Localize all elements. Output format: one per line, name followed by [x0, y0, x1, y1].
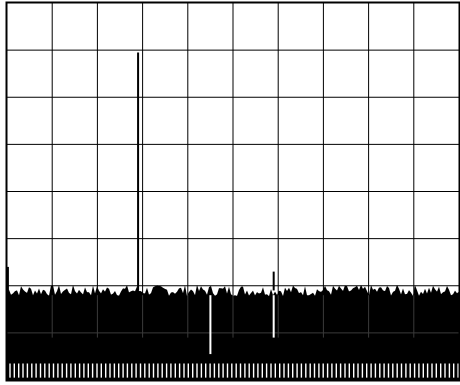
peaks [6, 52, 275, 291]
bottom-tick-strip [7, 361, 459, 380]
tick-strip-band [7, 361, 459, 380]
noise-floor [7, 284, 459, 380]
